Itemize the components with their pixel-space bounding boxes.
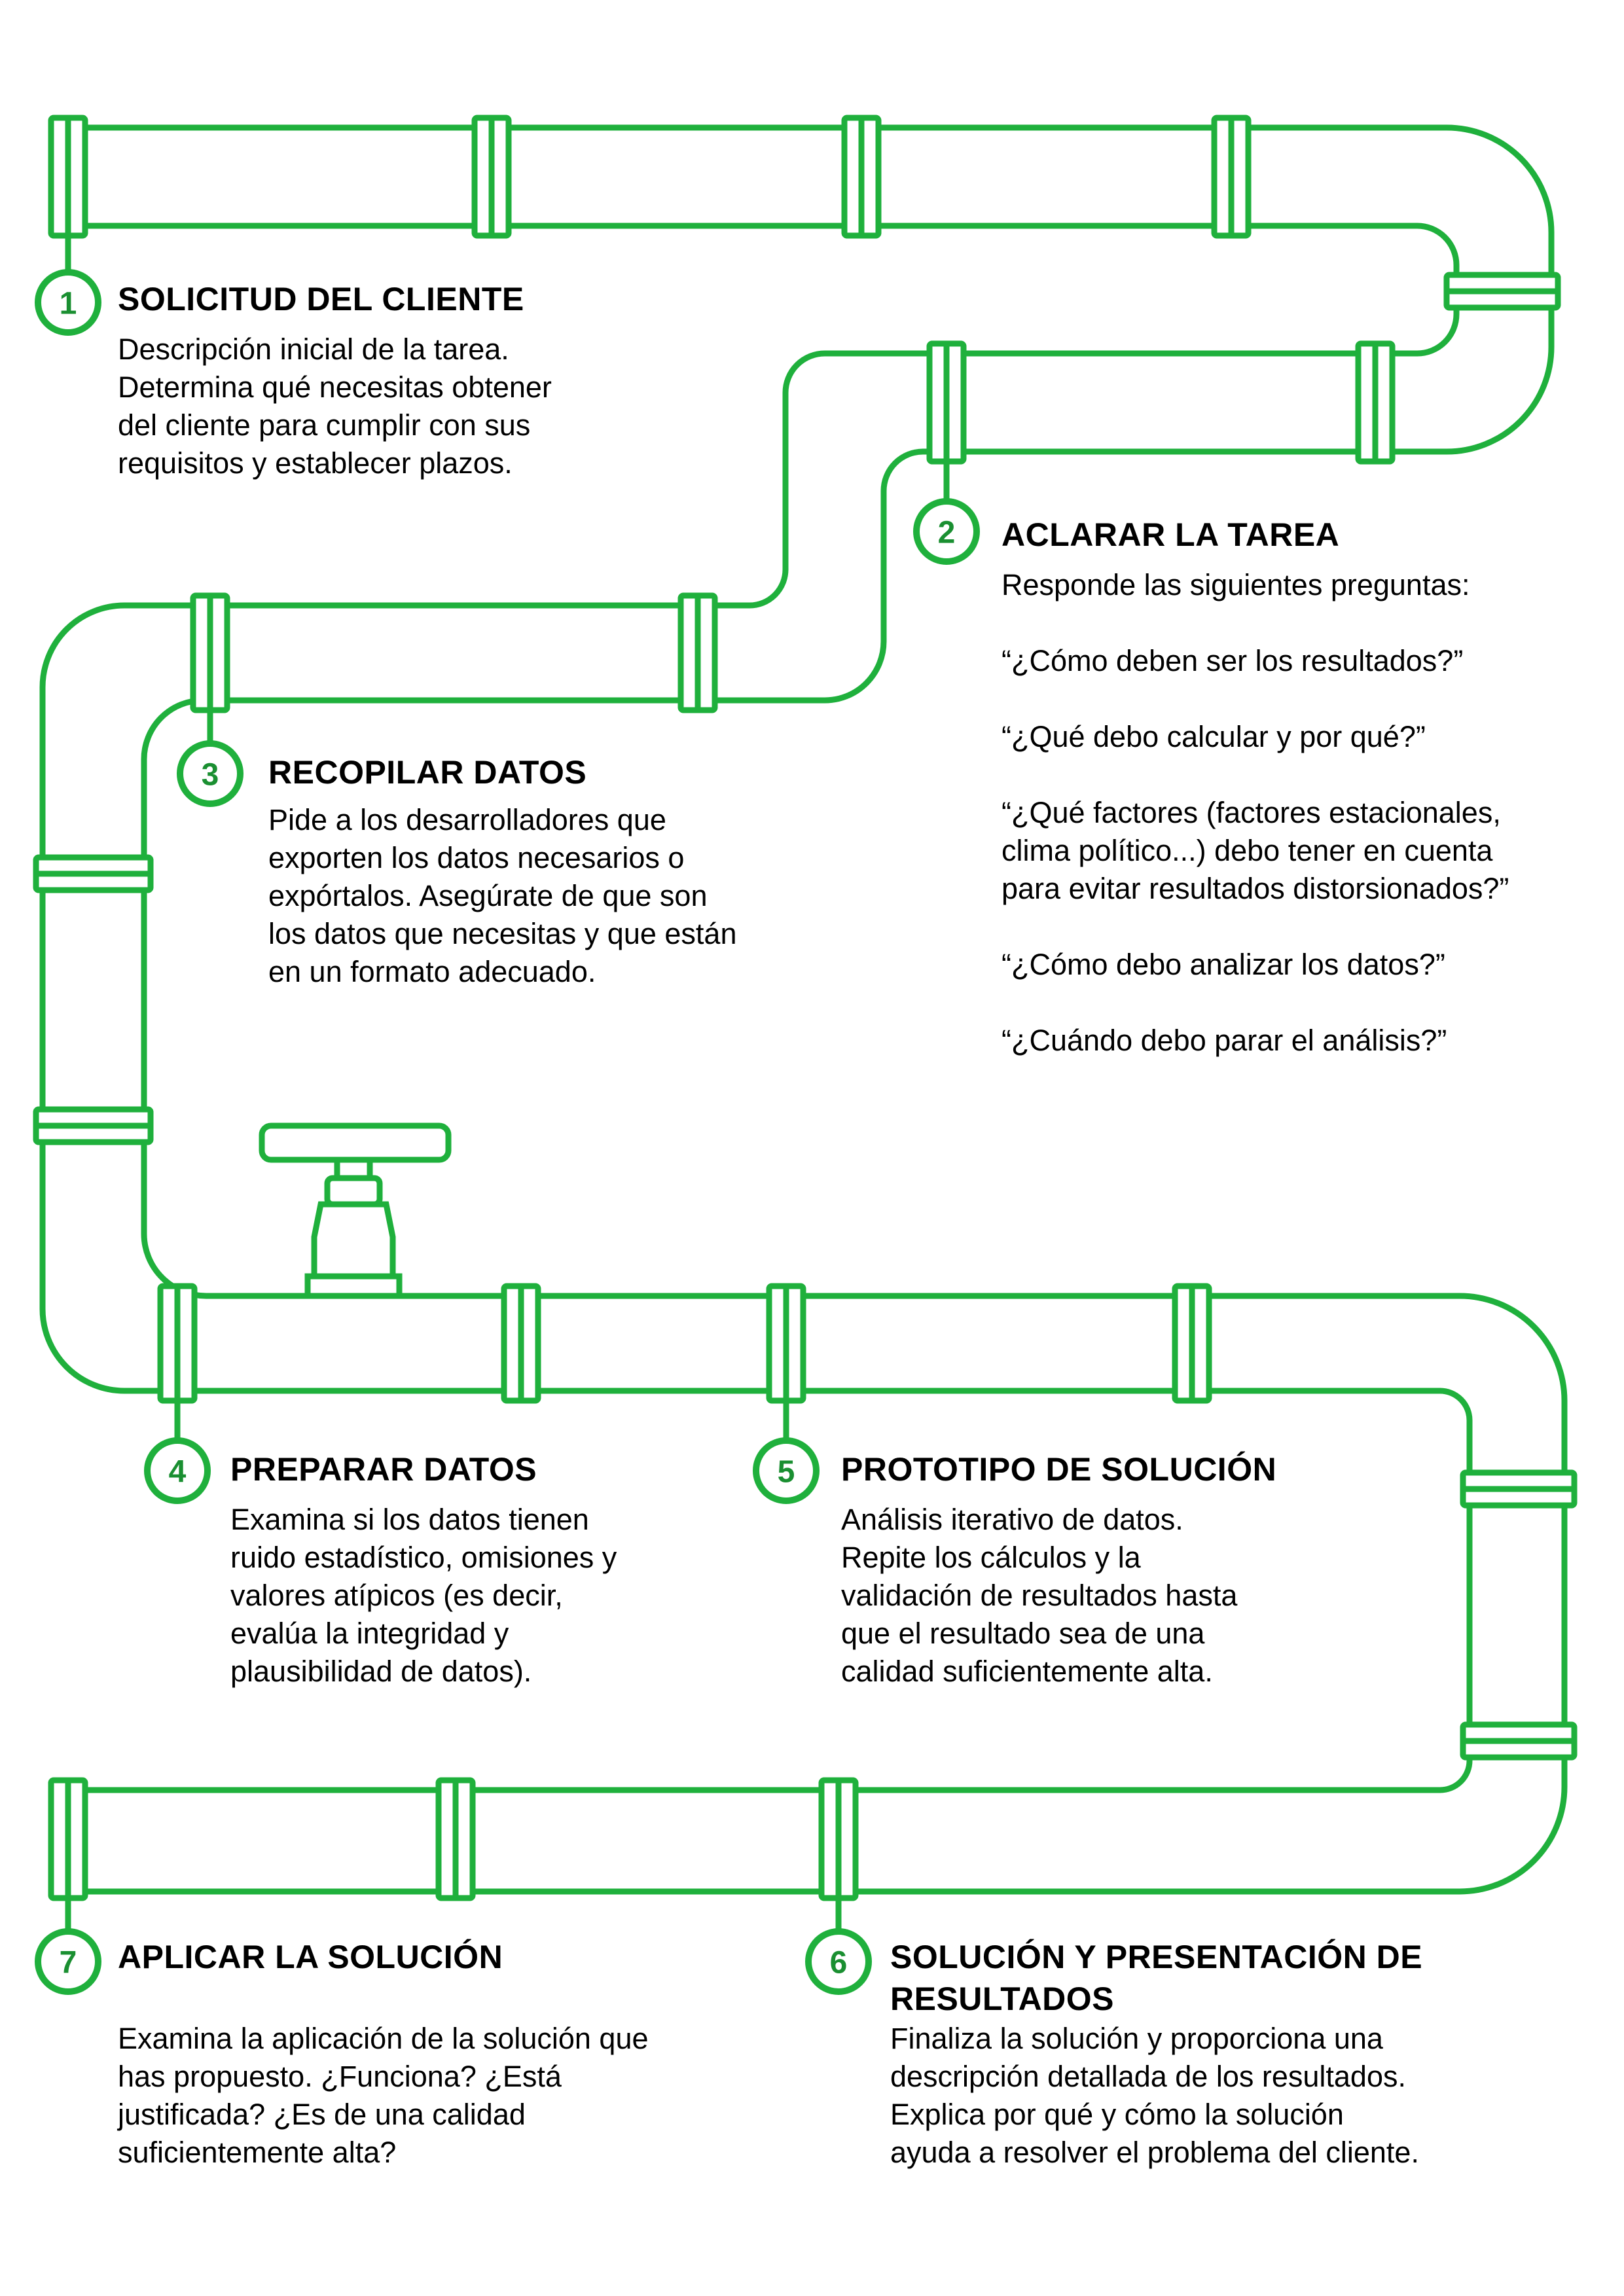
step-title: SOLICITUD DEL CLIENTE <box>118 281 524 317</box>
step-question: “¿Qué factores (factores estacionales, c… <box>1001 796 1509 905</box>
step-number: 5 <box>778 1455 795 1490</box>
step-description: Análisis iterativo de datos. Repite los … <box>841 1503 1238 1688</box>
step-badge-3: 3 <box>177 740 244 807</box>
pipe-1-inner <box>59 223 1460 573</box>
step-description: Examina la aplicación de la solución que… <box>118 2022 649 2169</box>
pipe-2-outer <box>59 448 1568 1895</box>
step-5: PROTOTIPO DE SOLUCIÓN Análisis iterativo… <box>841 1448 1430 1691</box>
step-number: 4 <box>169 1455 187 1490</box>
step-7: APLICAR LA SOLUCIÓN Examina la aplicació… <box>118 1936 805 2172</box>
step-question: “¿Qué debo calcular y por qué?” <box>1001 720 1426 753</box>
step-question: “¿Cuándo debo parar el análisis?” <box>1001 1024 1447 1057</box>
step-3: RECOPILAR DATOS Pide a los desarrollador… <box>268 751 857 991</box>
step-badge-4: 4 <box>144 1437 211 1504</box>
step-description: Descripción inicial de la tarea. Determi… <box>118 332 552 480</box>
step-badge-7: 7 <box>35 1928 101 1995</box>
step-description: Pide a los desarrolladores que exporten … <box>268 803 737 988</box>
step-badges: 1 2 3 4 5 6 7 <box>35 269 980 1995</box>
step-badge-6: 6 <box>805 1928 872 1995</box>
step-number: 6 <box>830 1946 848 1981</box>
step-number: 2 <box>938 516 956 550</box>
step-4: PREPARAR DATOS Examina si los datos tien… <box>230 1448 767 1691</box>
step-badge-1: 1 <box>35 269 101 336</box>
step-description: Examina si los datos tienen ruido estadí… <box>230 1503 617 1688</box>
pipe-2-inner <box>39 566 1473 1793</box>
step-2: ACLARAR LA TAREA Responde las siguientes… <box>1001 514 1617 1060</box>
step-number: 3 <box>202 758 219 793</box>
valve-icon <box>259 1122 452 1299</box>
step-number: 1 <box>60 287 77 321</box>
step-intro: Responde las siguientes preguntas: <box>1001 568 1470 601</box>
clamp-lines <box>36 118 1574 1898</box>
step-title: APLICAR LA SOLUCIÓN <box>118 1939 503 1975</box>
step-question: “¿Cómo debo analizar los datos?” <box>1001 948 1445 981</box>
step-number: 7 <box>60 1946 77 1981</box>
step-badge-5: 5 <box>753 1437 820 1504</box>
badge-connectors <box>65 236 950 1934</box>
step-badge-2: 2 <box>913 498 980 565</box>
step-description: Finaliza la solución y proporciona una d… <box>890 2022 1419 2169</box>
step-title: ACLARAR LA TAREA <box>1001 516 1340 553</box>
step-title: SOLUCIÓN Y PRESENTACIÓN DE RESULTADOS <box>890 1939 1423 2017</box>
step-6: SOLUCIÓN Y PRESENTACIÓN DE RESULTADOS Fi… <box>890 1936 1551 2172</box>
step-title: PROTOTIPO DE SOLUCIÓN <box>841 1451 1277 1488</box>
step-title: PREPARAR DATOS <box>230 1451 537 1488</box>
step-title: RECOPILAR DATOS <box>268 754 587 791</box>
step-1: SOLICITUD DEL CLIENTE Descripción inicia… <box>118 278 707 482</box>
step-question: “¿Cómo deben ser los resultados?” <box>1001 644 1464 677</box>
